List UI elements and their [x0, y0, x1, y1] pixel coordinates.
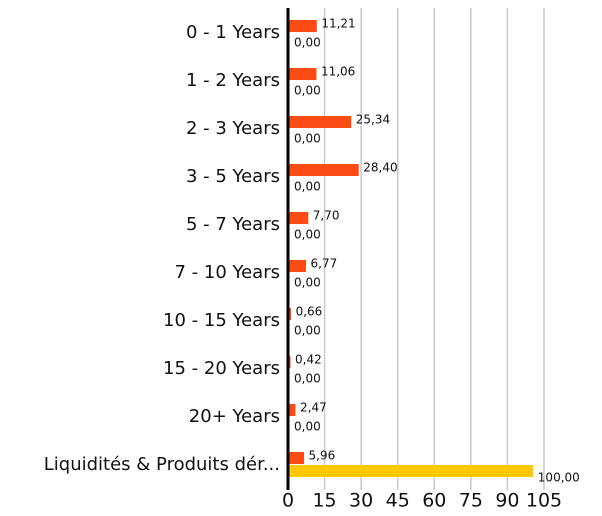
value-label: 28,40	[363, 161, 397, 175]
y-tick-label: 7 - 10 Years	[174, 262, 280, 283]
value-label: 0,00	[294, 324, 321, 338]
x-tick-label: 90	[495, 490, 519, 512]
value-label: 0,00	[294, 276, 321, 290]
bar	[289, 465, 534, 477]
y-tick-label: 5 - 7 Years	[186, 214, 280, 235]
x-tick-label: 30	[349, 490, 373, 512]
value-label: 0,66	[296, 305, 323, 319]
y-tick-label: 1 - 2 Years	[186, 70, 280, 91]
bar	[289, 452, 305, 464]
bar	[289, 164, 359, 176]
bar	[289, 20, 317, 32]
y-tick-label: 20+ Years	[189, 406, 280, 427]
value-label: 0,00	[294, 84, 321, 98]
x-tick-label: 0	[282, 490, 294, 512]
bar	[289, 68, 317, 80]
x-tick-label: 105	[526, 490, 562, 512]
value-label: 0,00	[294, 36, 321, 50]
value-label: 100,00	[538, 471, 580, 485]
y-tick-label: 15 - 20 Years	[163, 358, 280, 379]
bar	[289, 404, 296, 416]
value-label: 6,77	[311, 257, 338, 271]
bar	[289, 356, 291, 368]
bar	[289, 260, 307, 272]
value-label: 0,00	[294, 372, 321, 386]
value-label: 11,21	[321, 17, 355, 31]
value-label: 25,34	[356, 113, 390, 127]
bar	[289, 212, 309, 224]
value-label: 0,00	[294, 132, 321, 146]
bar	[289, 116, 352, 128]
value-label: 0,00	[294, 228, 321, 242]
y-tick-label: 2 - 3 Years	[186, 118, 280, 139]
x-tick-label: 45	[386, 490, 410, 512]
x-tick-label: 60	[422, 490, 446, 512]
y-tick-label: Liquidités & Produits dér...	[44, 454, 280, 475]
x-tick-label: 75	[459, 490, 483, 512]
x-tick-label: 15	[312, 490, 336, 512]
value-label: 0,00	[294, 180, 321, 194]
value-label: 2,47	[300, 401, 327, 415]
value-label: 5,96	[309, 449, 336, 463]
value-label: 7,70	[313, 209, 340, 223]
value-label: 0,42	[295, 353, 322, 367]
bar	[289, 308, 292, 320]
y-tick-label: 3 - 5 Years	[186, 166, 280, 187]
value-label: 0,00	[294, 420, 321, 434]
y-tick-label: 0 - 1 Years	[186, 22, 280, 43]
value-label: 11,06	[321, 65, 355, 79]
y-tick-label: 10 - 15 Years	[163, 310, 280, 331]
